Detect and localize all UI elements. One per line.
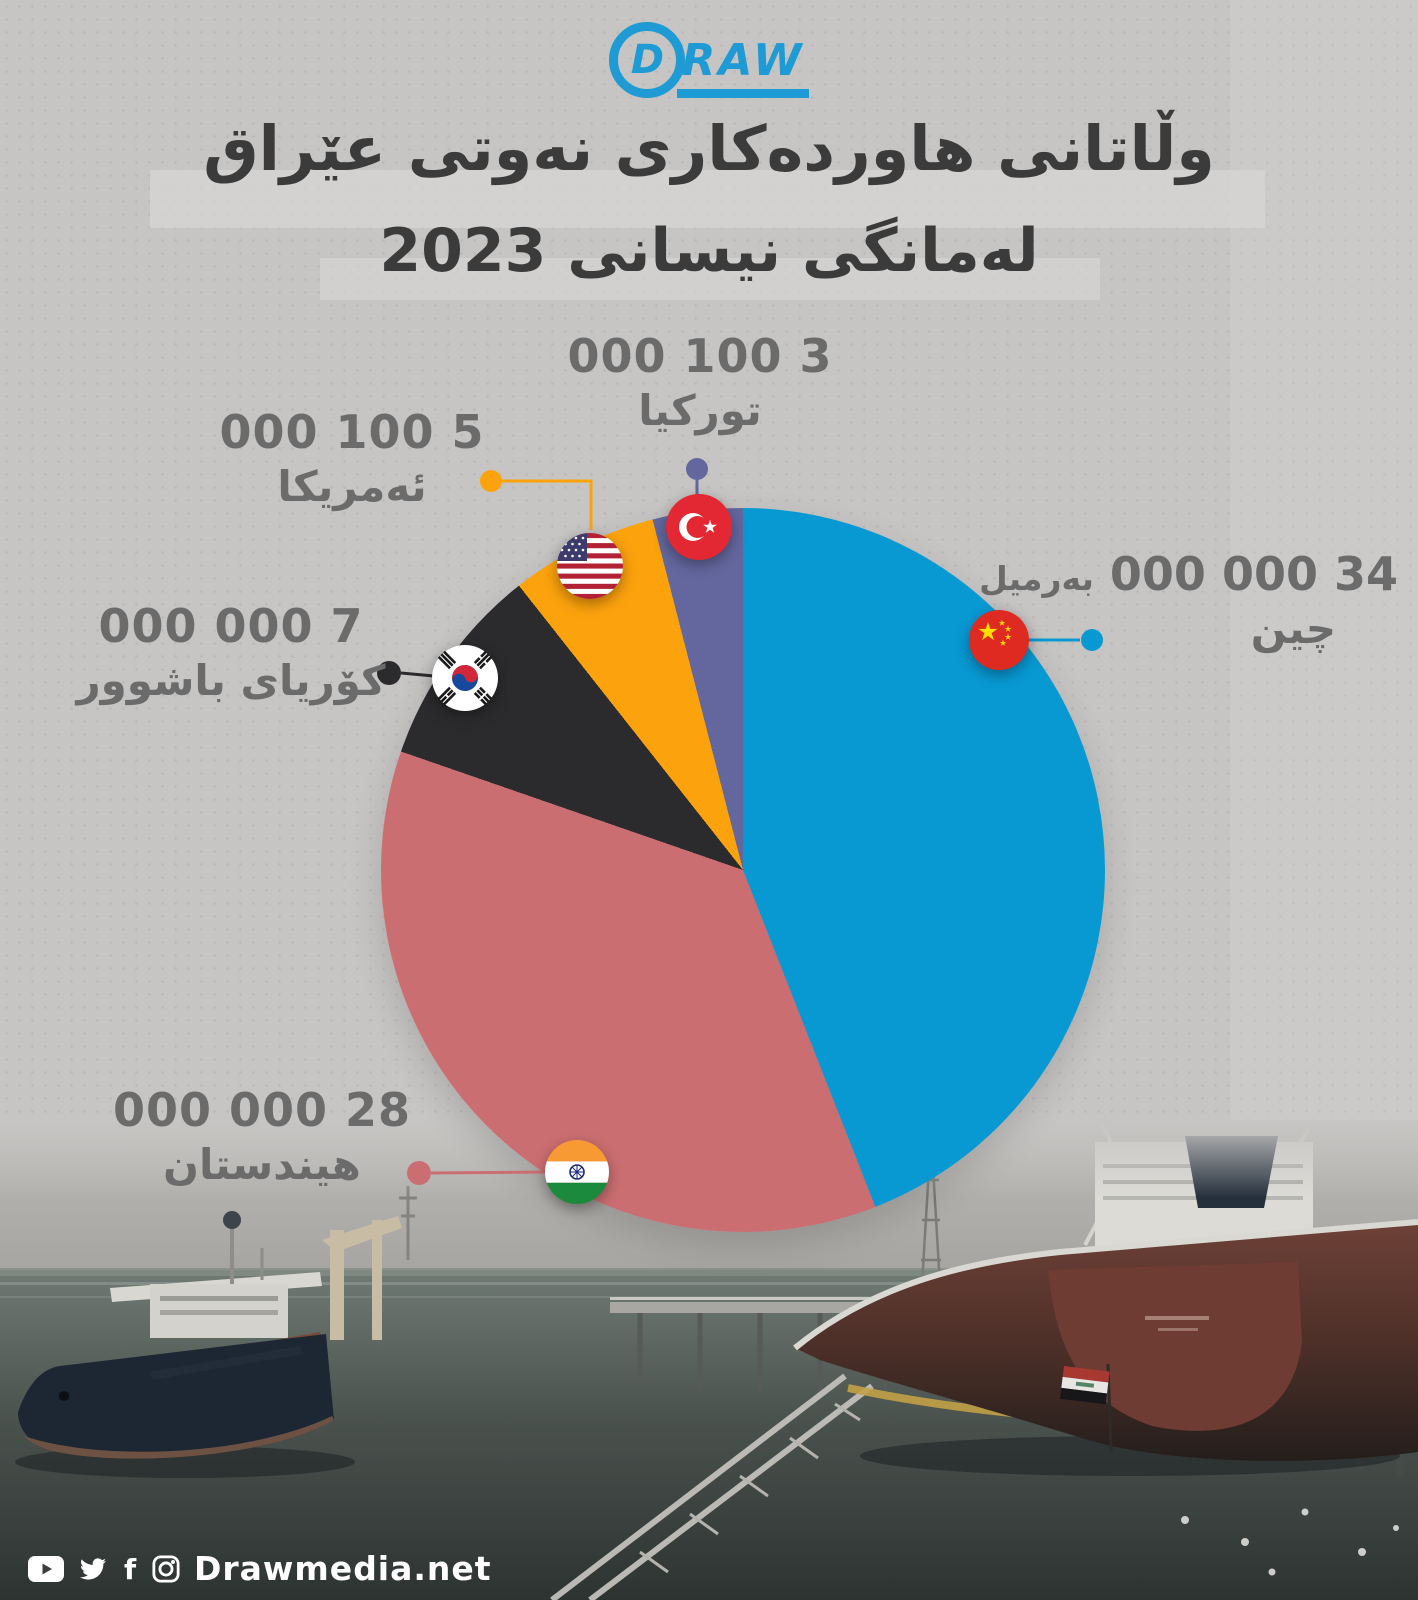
instagram-icon[interactable] [152,1554,180,1583]
label-south-korea: 7 000 000 کۆریای باشوور [46,600,416,705]
china-value: 34 000 000 بەرمیل [979,547,1398,601]
page-title-line1: وڵاتانی هاوردەکاری نەوتی عێراق [203,112,1215,185]
pie-chart [381,508,1105,1232]
site-url[interactable]: Drawmedia.net [194,1549,492,1588]
usa-value: 5 100 000 [219,405,485,459]
draw-logo-d-icon: D [609,22,686,98]
label-usa: 5 100 000 ئەمریکا [172,406,532,511]
india-name: هیندستان [163,1139,361,1189]
svg-text:f: f [124,1555,137,1583]
turkey-value: 3 100 000 [567,329,833,383]
title-highlight-band [320,258,1100,300]
iraq-flag-icon [1059,1366,1110,1405]
china-unit: بەرمیل [979,559,1094,598]
facebook-icon[interactable]: f [122,1555,138,1583]
footer: f Drawmedia.net [28,1549,492,1588]
youtube-icon[interactable] [28,1555,64,1582]
title-highlight-band [150,170,1265,228]
label-india: 28 000 000 هیندستان [62,1084,462,1189]
south-korea-value: 7 000 000 [98,599,364,653]
draw-logo: D RAW [0,22,1418,98]
india-value: 28 000 000 [112,1083,412,1137]
twitter-icon[interactable] [78,1556,108,1582]
oil-port-photo [0,1120,1418,1600]
draw-logo-raw: RAW [677,35,809,98]
photo-horizon [0,1268,1418,1276]
label-turkey: 3 100 000 تورکیا [520,330,880,435]
usa-name: ئەمریکا [277,461,427,511]
page-title-line2: لەمانگی نیسانی 2023 [379,216,1039,286]
south-korea-name: کۆریای باشوور [76,655,386,705]
turkey-name: تورکیا [638,385,762,435]
label-china: 34 000 000 بەرمیل چین [979,547,1398,653]
photo-left-tanker [15,1211,355,1478]
china-name: چین [1250,603,1336,653]
